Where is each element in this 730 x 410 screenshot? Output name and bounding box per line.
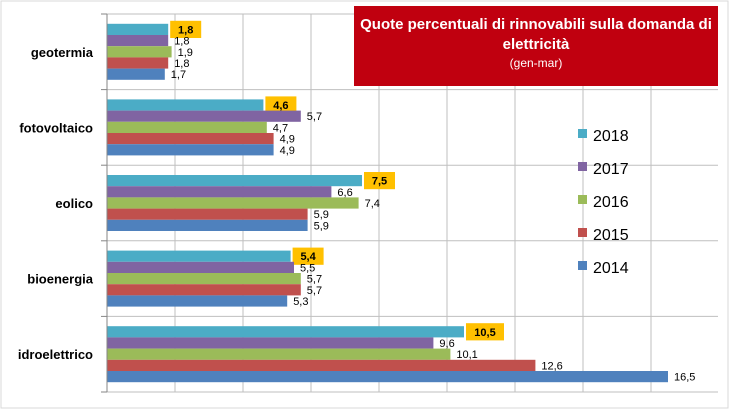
data-label: 1,8 — [174, 36, 189, 48]
legend-entry: 2016 — [593, 194, 629, 211]
legend-entry: 2017 — [593, 161, 629, 178]
legend-entry: 2015 — [593, 227, 629, 244]
data-label: 1,9 — [178, 47, 193, 59]
data-label-highlight — [170, 20, 202, 38]
data-label: 4,9 — [280, 145, 295, 157]
bar-geotermia-2018 — [107, 23, 169, 35]
data-label: 5,7 — [307, 274, 322, 286]
legend-swatch — [578, 129, 587, 138]
bar-bioenergia-2018 — [107, 250, 291, 262]
bar-fotovoltaico-2014 — [107, 144, 274, 156]
data-label: 5,7 — [307, 285, 322, 297]
bar-bioenergia-2017 — [107, 261, 294, 273]
category-label: eolico — [55, 196, 93, 211]
data-label: 4,6 — [273, 100, 288, 112]
bar-eolico-2016 — [107, 197, 359, 209]
data-label: 4,9 — [280, 134, 295, 146]
bar-fotovoltaico-2016 — [107, 121, 267, 133]
data-label: 9,6 — [439, 338, 454, 350]
legend-swatch — [578, 261, 587, 270]
category-label: bioenergia — [27, 272, 94, 287]
bar-fotovoltaico-2018 — [107, 99, 264, 111]
data-label: 6,6 — [337, 187, 352, 199]
data-label: 5,7 — [307, 111, 322, 123]
category-label: geotermia — [31, 45, 94, 60]
data-label: 5,9 — [314, 209, 329, 221]
bar-idroelettrico-2015 — [107, 359, 536, 371]
bar-bioenergia-2015 — [107, 284, 301, 296]
category-label: idroelettrico — [18, 347, 93, 362]
bar-geotermia-2014 — [107, 68, 165, 80]
bar-bioenergia-2016 — [107, 273, 301, 285]
data-label: 5,5 — [300, 262, 315, 274]
data-label: 7,4 — [365, 198, 380, 210]
data-label: 1,8 — [178, 24, 193, 36]
bar-eolico-2014 — [107, 219, 308, 231]
bar-idroelettrico-2018 — [107, 326, 464, 338]
chart-subtitle: (gen-mar) — [509, 56, 563, 70]
data-label: 5,4 — [300, 251, 316, 263]
bar-geotermia-2017 — [107, 35, 169, 47]
bar-idroelettrico-2017 — [107, 337, 434, 349]
data-label: 10,5 — [474, 327, 495, 339]
data-label: 16,5 — [674, 372, 695, 384]
data-label-highlight — [265, 96, 297, 114]
bar-idroelettrico-2014 — [107, 371, 668, 383]
legend-entry: 2018 — [593, 128, 629, 145]
bar-eolico-2017 — [107, 186, 332, 198]
data-label: 12,6 — [541, 360, 562, 372]
data-label-highlight — [364, 172, 395, 190]
bar-geotermia-2016 — [107, 46, 172, 58]
bar-eolico-2015 — [107, 208, 308, 220]
bar-geotermia-2015 — [107, 57, 169, 69]
legend-swatch — [578, 162, 587, 171]
data-label-highlight — [466, 323, 504, 341]
bar-bioenergia-2014 — [107, 295, 288, 307]
bar-idroelettrico-2016 — [107, 348, 451, 360]
data-label: 1,7 — [171, 69, 186, 81]
legend-entry: 2014 — [593, 260, 629, 277]
data-label-highlight — [292, 247, 324, 265]
data-label: 5,3 — [293, 296, 308, 308]
bar-eolico-2018 — [107, 175, 362, 187]
data-label: 7,5 — [372, 176, 387, 188]
data-label: 10,1 — [456, 349, 477, 361]
data-label: 5,9 — [314, 220, 329, 232]
legend-swatch — [578, 228, 587, 237]
category-label: fotovoltaico — [19, 120, 93, 135]
chart-title-box: Quote percentuali di rinnovabili sulla d… — [354, 6, 718, 86]
data-label: 1,8 — [174, 58, 189, 70]
data-label: 4,7 — [273, 122, 288, 134]
bar-fotovoltaico-2017 — [107, 110, 301, 122]
bar-fotovoltaico-2015 — [107, 133, 274, 145]
chart-title: Quote percentuali di rinnovabili sulla d… — [360, 16, 712, 53]
legend-swatch — [578, 195, 587, 204]
